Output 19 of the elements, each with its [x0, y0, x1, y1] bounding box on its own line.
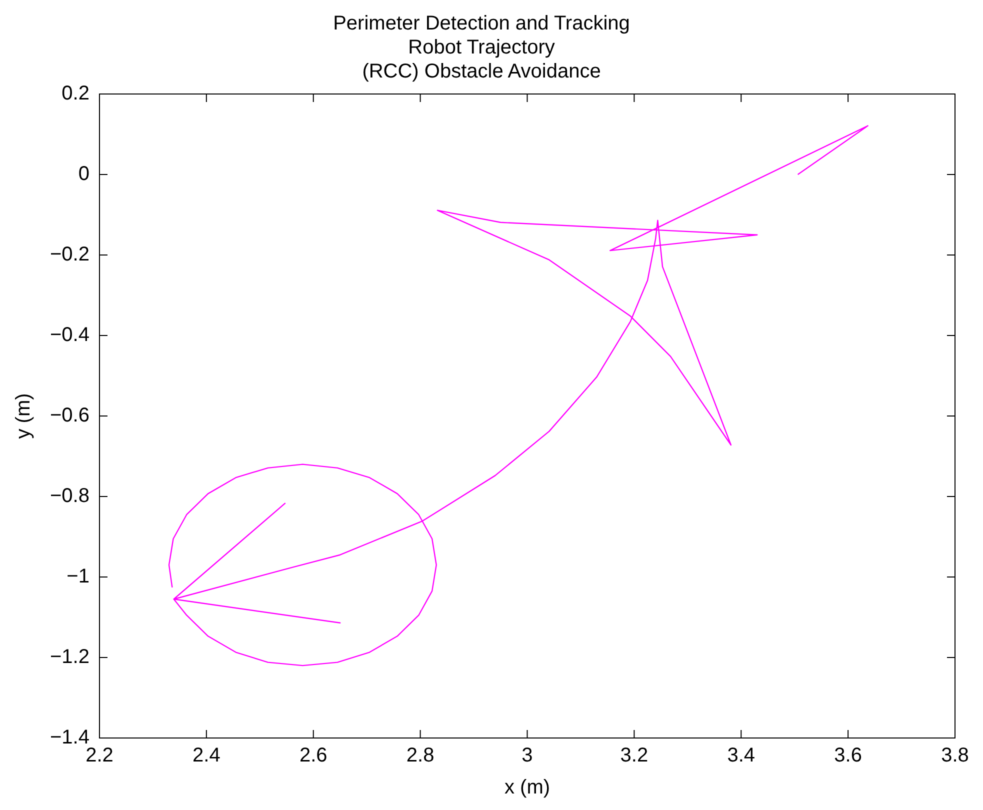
x-axis-title: x (m) — [504, 776, 550, 799]
x-tick-label: 2.8 — [406, 744, 434, 767]
y-tick-label: −0.4 — [50, 324, 90, 346]
y-tick-label: −1 — [66, 566, 90, 588]
chart-title: Perimeter Detection and Tracking Robot Trajectory (RCC) Obstacle Avoidance — [333, 12, 630, 83]
y-tick-label: −0.6 — [50, 404, 90, 427]
y-tick-label: −0.2 — [50, 244, 90, 266]
y-tick-label: −0.8 — [50, 485, 90, 508]
y-axis-title: y (m) — [12, 393, 35, 439]
y-tick-label: −1.2 — [50, 646, 90, 668]
y-tick-label: 0.2 — [62, 82, 90, 105]
x-tick-label: 3.8 — [941, 744, 969, 767]
y-tick-label: 0 — [78, 163, 90, 186]
x-tick-label: 2.4 — [192, 744, 220, 767]
x-tick-label: 3 — [522, 744, 533, 767]
x-tick-label: 3.4 — [727, 744, 756, 767]
x-tick-label: 2.6 — [299, 744, 328, 767]
x-tick-label: 3.6 — [834, 744, 862, 767]
x-tick-label: 3.2 — [620, 744, 648, 767]
